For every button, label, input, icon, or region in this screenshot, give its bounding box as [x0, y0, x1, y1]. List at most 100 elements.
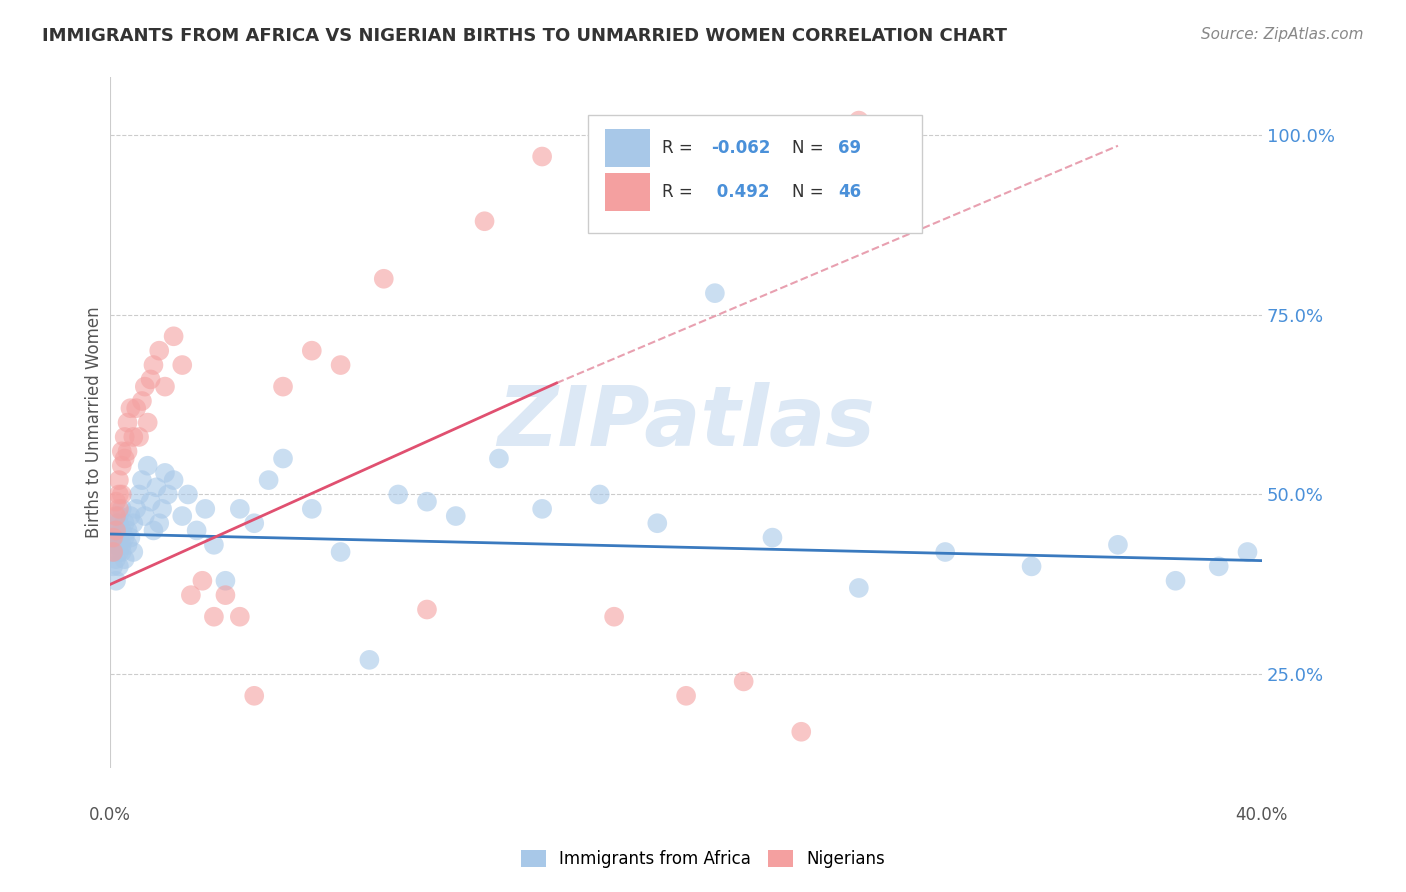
Point — [134, 379, 156, 393]
Point — [101, 531, 124, 545]
Point — [416, 494, 439, 508]
Point — [162, 329, 184, 343]
Point — [108, 559, 131, 574]
Point — [134, 509, 156, 524]
Point — [761, 531, 783, 545]
Point — [202, 538, 225, 552]
Point — [122, 545, 145, 559]
Text: 0.0%: 0.0% — [90, 805, 131, 823]
Point — [243, 516, 266, 531]
Point — [645, 516, 668, 531]
Text: 0.492: 0.492 — [711, 183, 770, 201]
Point — [733, 674, 755, 689]
Point — [111, 545, 134, 559]
Point — [142, 358, 165, 372]
Point — [848, 113, 870, 128]
Point — [934, 545, 956, 559]
Point — [271, 451, 294, 466]
Legend: Immigrants from Africa, Nigerians: Immigrants from Africa, Nigerians — [515, 843, 891, 875]
Point — [329, 358, 352, 372]
Text: R =: R = — [662, 183, 697, 201]
Point — [848, 581, 870, 595]
Point — [108, 545, 131, 559]
Text: ZIPatlas: ZIPatlas — [498, 382, 875, 463]
Point — [111, 487, 134, 501]
Point — [186, 524, 208, 538]
Point — [148, 343, 170, 358]
Point — [111, 458, 134, 473]
Point — [108, 516, 131, 531]
Point — [214, 588, 236, 602]
Point — [114, 516, 136, 531]
Text: Source: ZipAtlas.com: Source: ZipAtlas.com — [1201, 27, 1364, 42]
Point — [301, 501, 323, 516]
Point — [148, 516, 170, 531]
Point — [108, 531, 131, 545]
Point — [145, 480, 167, 494]
Point — [1208, 559, 1230, 574]
Point — [172, 509, 194, 524]
Point — [105, 552, 128, 566]
Point — [139, 494, 162, 508]
Point — [120, 531, 142, 545]
Point — [111, 524, 134, 538]
Point — [790, 724, 813, 739]
Point — [153, 379, 176, 393]
Point — [444, 509, 467, 524]
Text: N =: N = — [792, 138, 830, 157]
Point — [531, 501, 554, 516]
Point — [177, 487, 200, 501]
Point — [150, 501, 173, 516]
Point — [603, 609, 626, 624]
Point — [474, 214, 496, 228]
Point — [329, 545, 352, 559]
Point — [136, 416, 159, 430]
Point — [229, 501, 252, 516]
Point — [359, 653, 381, 667]
Point — [105, 524, 128, 538]
Point — [111, 538, 134, 552]
Point — [105, 524, 128, 538]
Point — [108, 487, 131, 501]
Point — [105, 494, 128, 508]
Point — [105, 516, 128, 531]
Point — [488, 451, 510, 466]
Point — [416, 602, 439, 616]
Point — [172, 358, 194, 372]
Point — [111, 501, 134, 516]
Text: 40.0%: 40.0% — [1236, 805, 1288, 823]
Point — [1236, 545, 1258, 559]
Point — [194, 501, 217, 516]
Point — [117, 444, 139, 458]
Point — [531, 149, 554, 163]
Point — [153, 466, 176, 480]
Point — [180, 588, 202, 602]
Point — [373, 272, 395, 286]
Text: IMMIGRANTS FROM AFRICA VS NIGERIAN BIRTHS TO UNMARRIED WOMEN CORRELATION CHART: IMMIGRANTS FROM AFRICA VS NIGERIAN BIRTH… — [42, 27, 1007, 45]
Point — [114, 430, 136, 444]
Point — [117, 538, 139, 552]
Point — [136, 458, 159, 473]
Point — [122, 516, 145, 531]
Point — [101, 559, 124, 574]
Point — [131, 394, 153, 409]
Point — [1021, 559, 1043, 574]
Point — [1164, 574, 1187, 588]
Text: -0.062: -0.062 — [711, 138, 770, 157]
Point — [156, 487, 179, 501]
Point — [131, 473, 153, 487]
Point — [128, 487, 150, 501]
Point — [128, 430, 150, 444]
Point — [139, 372, 162, 386]
Point — [214, 574, 236, 588]
Point — [703, 286, 725, 301]
FancyBboxPatch shape — [606, 173, 651, 211]
Point — [101, 545, 124, 559]
Point — [301, 343, 323, 358]
Text: R =: R = — [662, 138, 697, 157]
Point — [120, 401, 142, 416]
Point — [142, 524, 165, 538]
Point — [122, 430, 145, 444]
Point — [202, 609, 225, 624]
Point — [125, 401, 148, 416]
